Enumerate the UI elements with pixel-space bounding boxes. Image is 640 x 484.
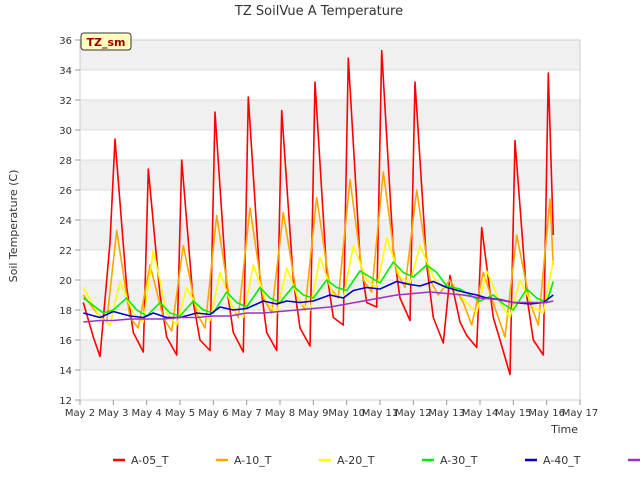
x-tick-label: May 4 [132, 408, 162, 419]
x-tick-label: May 7 [232, 408, 262, 419]
y-tick-label: 22 [59, 246, 72, 257]
grid-band [80, 160, 580, 190]
x-tick-label: May 9 [298, 408, 328, 419]
y-tick-label: 30 [59, 126, 72, 137]
x-tick-label: May 14 [462, 408, 499, 419]
x-tick-label: May 8 [265, 408, 295, 419]
x-tick-label: May 15 [495, 408, 532, 419]
legend: A-05_T A-10_T A-20_T A-30_T A-40_T A-50_T [113, 454, 640, 467]
x-tick-label: May 6 [198, 408, 228, 419]
y-tick-label: 16 [59, 336, 72, 347]
y-tick-label: 12 [59, 396, 72, 407]
grid-bands [80, 40, 580, 400]
site-tag: TZ_sm [80, 32, 132, 51]
y-tick-label: 36 [59, 36, 72, 47]
y-axis-ticks: 12 14 16 18 20 22 24 26 28 30 32 34 36 [59, 36, 80, 407]
y-tick-label: 28 [59, 156, 72, 167]
y-tick-label: 18 [59, 306, 72, 317]
y-axis-label: Soil Temperature (C) [7, 170, 20, 283]
x-tick-label: May 12 [395, 408, 432, 419]
x-tick-label: May 13 [428, 408, 465, 419]
grid-band [80, 130, 580, 160]
chart-title: TZ SoilVue A Temperature [234, 4, 403, 19]
legend-label: A-40_T [543, 454, 581, 467]
legend-item: A-20_T [319, 454, 375, 467]
legend-label: A-20_T [337, 454, 375, 467]
series-line-a-50-t [83, 291, 554, 323]
grid-band [80, 340, 580, 370]
y-tick-label: 24 [59, 216, 72, 227]
y-tick-label: 14 [59, 366, 72, 377]
x-tick-label: May 11 [362, 408, 399, 419]
x-tick-label: May 10 [328, 408, 365, 419]
y-tick-label: 26 [59, 186, 72, 197]
x-tick-label: May 2 [65, 408, 95, 419]
x-tick-label: May 3 [98, 408, 128, 419]
series-layer [82, 49, 555, 376]
legend-item: A-40_T [525, 454, 581, 467]
legend-item: A-30_T [422, 454, 478, 467]
site-tag-label: TZ_sm [87, 36, 126, 49]
legend-label: A-05_T [131, 454, 169, 467]
legend-label: A-30_T [440, 454, 478, 467]
grid-band [80, 70, 580, 100]
series-line-a-40-t [83, 280, 554, 319]
x-tick-label: May 17 [562, 408, 599, 419]
x-axis-ticks: May 2 May 3 May 4 May 5 May 6 May 7 May 8 May 9… [65, 400, 598, 419]
series-line-a-20-t [82, 237, 555, 326]
series-line-a-30-t [82, 261, 555, 317]
y-tick-label: 34 [59, 66, 72, 77]
grid-band [80, 190, 580, 220]
legend-item: A-50_T [628, 458, 640, 462]
x-tick-label: May 5 [165, 408, 195, 419]
legend-label: A-10_T [234, 454, 272, 467]
grid-band [80, 250, 580, 280]
grid-band [80, 40, 580, 70]
x-tick-label: May 16 [528, 408, 565, 419]
x-axis-label: Time [550, 423, 578, 436]
grid-band [80, 100, 580, 130]
y-tick-label: 32 [59, 96, 72, 107]
legend-item: A-05_T [113, 454, 169, 467]
grid-band [80, 220, 580, 250]
grid-band [80, 370, 580, 400]
series-line-a-10-t [82, 171, 555, 338]
y-tick-label: 20 [59, 276, 72, 287]
legend-item: A-10_T [216, 454, 272, 467]
